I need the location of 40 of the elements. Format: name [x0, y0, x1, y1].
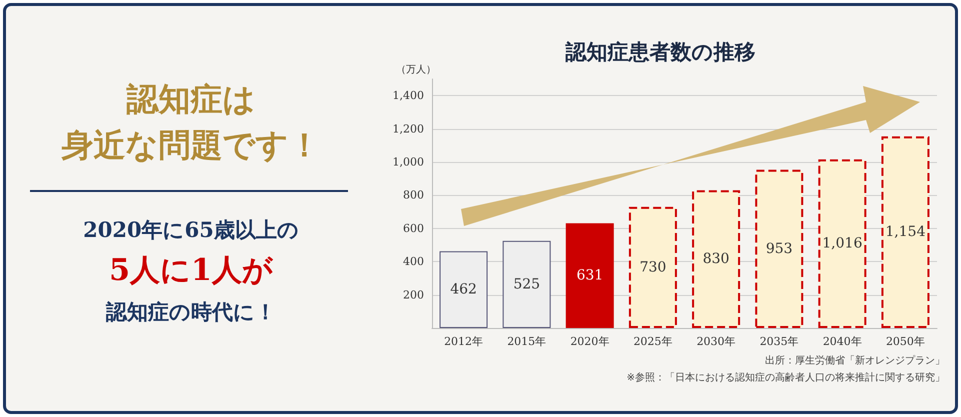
text: 認知症は: [125, 79, 256, 120]
data-label: 525: [513, 276, 540, 292]
x-tick-label: 2030年: [696, 335, 736, 348]
y-tick-label: 1,200: [392, 122, 424, 136]
x-tick-label: 2025年: [633, 335, 672, 348]
data-label: 730: [640, 259, 666, 276]
y-tick-label: 400: [403, 255, 424, 268]
x-tick-label: 2050年: [886, 335, 925, 348]
x-tick-label: 2020年: [570, 335, 610, 348]
x-tick-label: 2040年: [822, 335, 862, 348]
data-label: 462: [450, 282, 477, 298]
y-tick-label: 1,400: [392, 89, 424, 102]
text: 身近な問題です！: [60, 125, 322, 166]
bar: [755, 170, 804, 328]
y-tick-label: 1,000: [392, 156, 424, 168]
bar: [440, 251, 488, 328]
bar: [502, 240, 551, 328]
x-tick-label: 2012年: [444, 335, 484, 348]
data-label: 1,154: [885, 224, 926, 240]
bar: [818, 159, 866, 328]
data-label: 953: [766, 240, 793, 257]
text: 認知症の時代に！: [104, 298, 277, 326]
bar: [628, 206, 677, 328]
bar: [692, 190, 740, 328]
y-tick-label: 200: [403, 288, 424, 302]
y-axis-title: （万人）: [396, 64, 436, 76]
text: 5人に1人が: [108, 252, 274, 290]
bar: [881, 136, 930, 328]
x-tick-label: 2035年: [760, 335, 799, 348]
y-tick-label: 600: [403, 222, 424, 235]
y-tick-label: 800: [403, 188, 424, 202]
data-label: 830: [702, 251, 730, 268]
x-tick-label: 2015年: [507, 335, 546, 348]
text: 2020年に65歳以上の: [82, 216, 300, 244]
text: ※参照：「日本における認知症の高齢者人口の将来推計に関する研究」: [626, 372, 946, 384]
data-label: 1,016: [822, 236, 862, 252]
chart-title: 認知症患者数の推移: [564, 39, 756, 64]
bar: [566, 223, 614, 328]
data-label: 631: [576, 268, 604, 284]
text: 出所：厚生労働省「新オレンジプラン」: [765, 354, 945, 366]
